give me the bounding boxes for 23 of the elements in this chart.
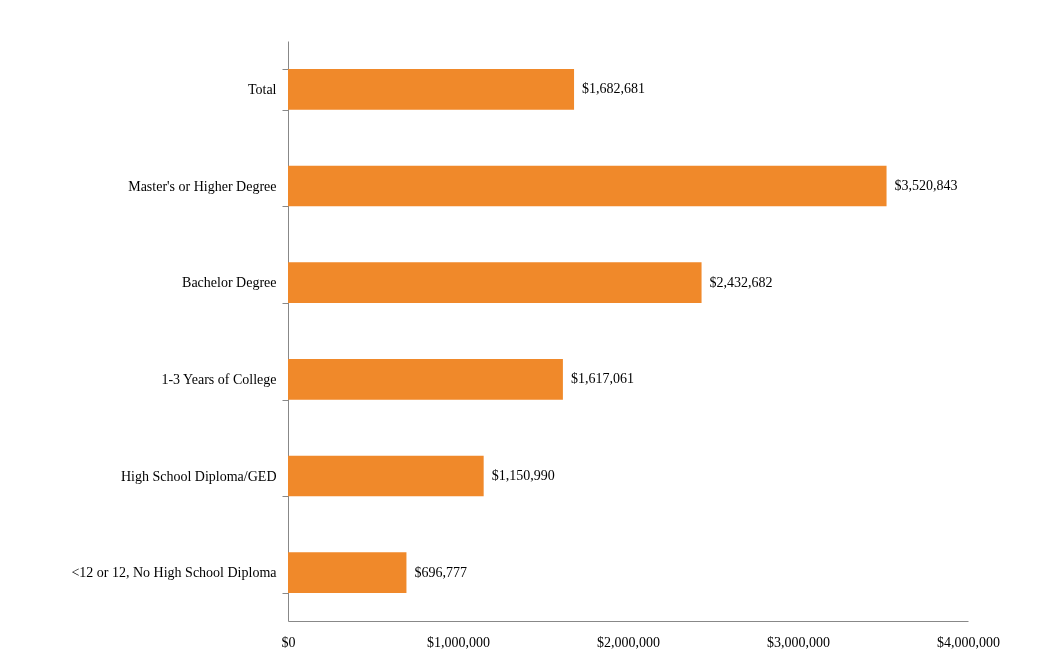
x-tick-label: $4,000,000 — [937, 634, 1000, 650]
y-tick-label: Master's or Higher Degree — [128, 178, 277, 194]
bar — [288, 262, 702, 303]
x-tick-label: $1,000,000 — [427, 634, 490, 650]
bar — [288, 552, 407, 593]
x-tick-label: $3,000,000 — [767, 634, 830, 650]
y-tick-label: <12 or 12, No High School Diploma — [71, 565, 278, 581]
x-tick-label: $2,000,000 — [597, 634, 660, 650]
y-tick-label: Bachelor Degree — [182, 275, 277, 291]
y-tick-label: Total — [247, 81, 277, 97]
data-label: $696,777 — [414, 564, 467, 580]
data-label: $1,682,681 — [582, 81, 646, 97]
data-label: $1,150,990 — [491, 468, 555, 483]
data-label: $1,617,061 — [570, 371, 634, 387]
y-tick-label: High School Diploma/GED — [120, 468, 277, 484]
y-tick-label: 1-3 Years of College — [161, 371, 277, 387]
bar — [288, 69, 575, 110]
bar — [288, 455, 484, 497]
bar — [288, 165, 887, 207]
data-label: $3,520,843 — [894, 178, 958, 193]
bar — [288, 359, 563, 400]
x-tick-label: $0 — [281, 634, 296, 650]
data-label: $2,432,682 — [709, 274, 773, 290]
